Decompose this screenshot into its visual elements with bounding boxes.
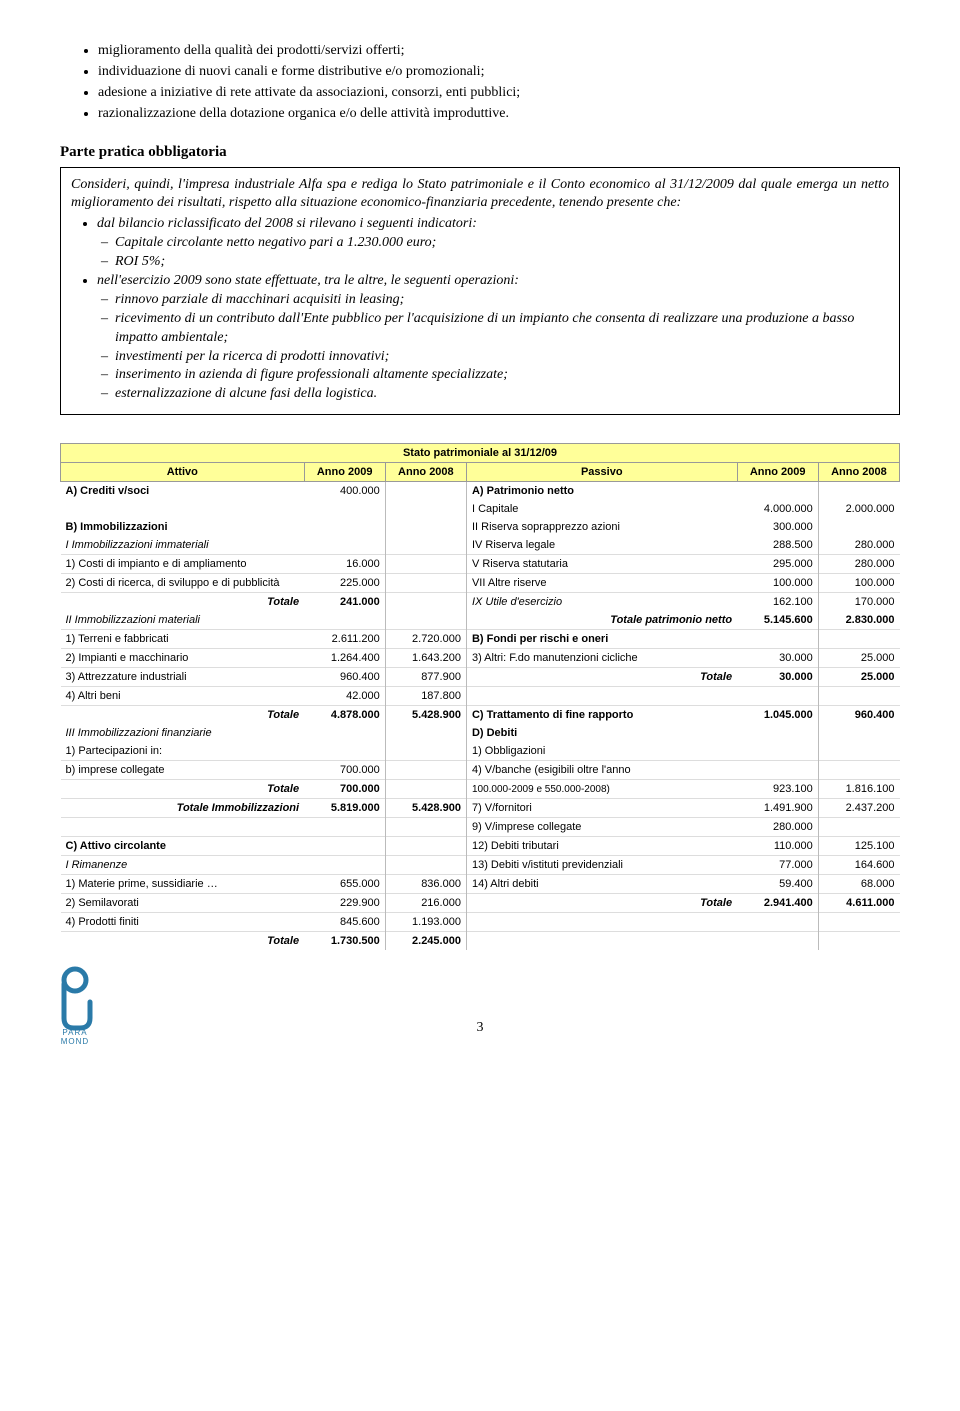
col-anno-2008: Anno 2008 [818, 463, 899, 482]
box-intro: Consideri, quindi, l'impresa industriale… [71, 176, 889, 214]
box-main-1: dal bilancio riclassificato del 2008 si … [97, 215, 889, 272]
paramond-logo-icon: PARAMOND [50, 962, 100, 1046]
box-title: Parte pratica obbligatoria [60, 144, 900, 161]
box-sub: Capitale circolante netto negativo pari … [115, 234, 889, 253]
box-sub: ricevimento di un contributo dall'Ente p… [115, 310, 889, 348]
box-sub: ROI 5%; [115, 253, 889, 272]
intro-bullets: miglioramento della qualità dei prodotti… [60, 42, 900, 124]
col-passivo: Passivo [466, 463, 737, 482]
col-anno-2008: Anno 2008 [385, 463, 466, 482]
box-sub: rinnovo parziale di macchinari acquisiti… [115, 291, 889, 310]
col-anno-2009: Anno 2009 [304, 463, 385, 482]
box-sub: esternalizzazione di alcune fasi della l… [115, 385, 889, 404]
assignment-box: Consideri, quindi, l'impresa industriale… [60, 167, 900, 416]
box-main-2: nell'esercizio 2009 sono state effettuat… [97, 272, 889, 404]
box-sub: investimenti per la ricerca di prodotti … [115, 348, 889, 367]
balance-sheet-table: Stato patrimoniale al 31/12/09 Attivo An… [60, 443, 900, 950]
page-number: 3 [477, 1020, 484, 1035]
bullet: adesione a iniziative di rete attivate d… [98, 84, 900, 103]
table-title: Stato patrimoniale al 31/12/09 [61, 444, 900, 463]
bullet: individuazione di nuovi canali e forme d… [98, 63, 900, 82]
bullet: razionalizzazione della dotazione organi… [98, 105, 900, 124]
col-anno-2009: Anno 2009 [737, 463, 818, 482]
col-attivo: Attivo [61, 463, 305, 482]
box-sub: inserimento in azienda di figure profess… [115, 366, 889, 385]
bullet: miglioramento della qualità dei prodotti… [98, 42, 900, 61]
